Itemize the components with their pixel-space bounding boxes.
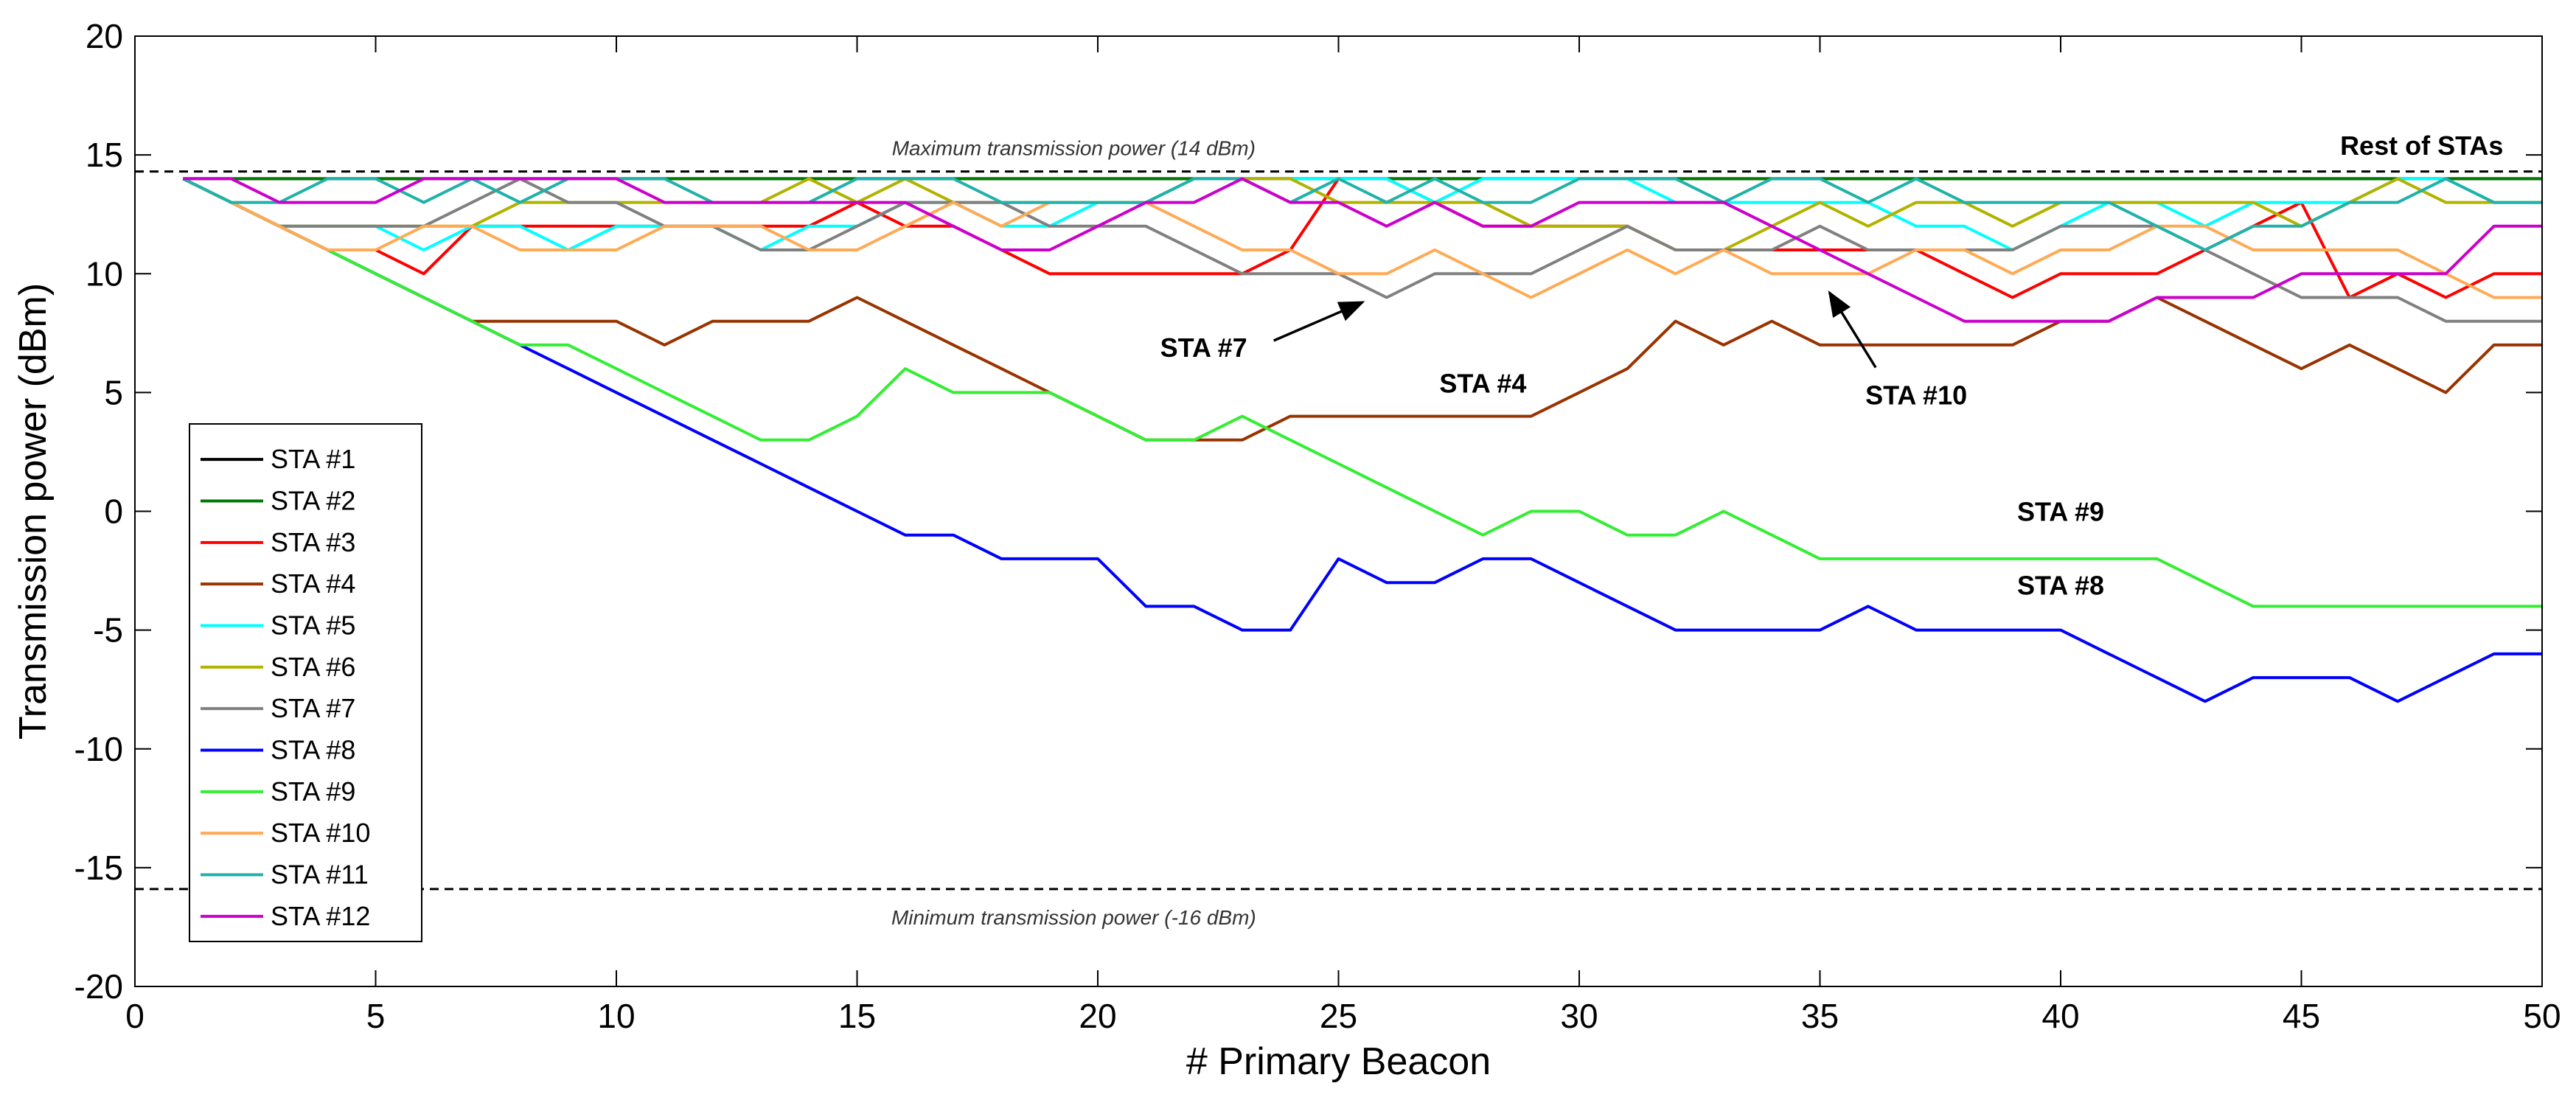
series-line-sta-7 <box>182 177 2542 323</box>
legend-label-sta-1: STA #1 <box>271 444 355 474</box>
reference-lines: Maximum transmission power (14 dBm) Minim… <box>135 137 2542 929</box>
series-line-sta-9 <box>182 177 2542 608</box>
series-lines <box>182 177 2542 703</box>
x-tick-label: 20 <box>1079 997 1116 1035</box>
legend-label-sta-8: STA #8 <box>271 735 355 765</box>
annotation-rest-of-stas: Rest of STAs <box>2340 130 2503 161</box>
y-tick-label: -5 <box>93 611 123 650</box>
y-tick-label: 15 <box>86 136 123 174</box>
x-tick-label: 50 <box>2523 997 2561 1035</box>
legend-label-sta-11: STA #11 <box>271 860 369 890</box>
legend-label-sta-7: STA #7 <box>271 693 355 723</box>
y-tick-label: -15 <box>74 849 123 887</box>
legend-label-sta-12: STA #12 <box>271 901 370 931</box>
y-tick-label: -20 <box>74 967 123 1006</box>
x-tick-label: 25 <box>1320 997 1357 1035</box>
y-tick-label: -10 <box>74 730 123 768</box>
x-tick-label: 40 <box>2041 997 2079 1035</box>
x-tick-label: 30 <box>1560 997 1598 1035</box>
legend-label-sta-3: STA #3 <box>271 527 355 557</box>
annotation-arrow-sta-7 <box>1273 301 1365 342</box>
series-line-sta-12 <box>183 177 2542 323</box>
min-power-label: Minimum transmission power (-16 dBm) <box>891 906 1256 929</box>
series-line-sta-3 <box>182 177 2542 299</box>
legend-label-sta-10: STA #10 <box>271 818 370 848</box>
y-tick-label: 20 <box>86 17 123 55</box>
annotation-sta-10: STA #10 <box>1865 380 1967 410</box>
annotation-sta-4: STA #4 <box>1439 368 1526 398</box>
x-tick-label: 5 <box>366 997 386 1035</box>
annotation-sta-8: STA #8 <box>2017 570 2104 600</box>
legend-label-sta-2: STA #2 <box>271 486 355 516</box>
x-tick-label: 45 <box>2283 997 2320 1035</box>
y-axis-label: Transmission power (dBm) <box>12 283 55 739</box>
legend-label-sta-6: STA #6 <box>271 652 355 682</box>
series-line-sta-10 <box>182 177 2542 299</box>
series-line-sta-8 <box>182 177 2542 703</box>
annotation-arrow-sta-10 <box>1828 290 1877 369</box>
axis-ticks: 0 5 10 15 20 25 30 35 40 45 50 -20 -15 -10 -5 0 5 10 15 20 <box>74 17 2561 1035</box>
legend-label-sta-9: STA #9 <box>271 776 355 807</box>
y-tick-label: 5 <box>104 373 123 411</box>
max-power-label: Maximum transmission power (14 dBm) <box>892 137 1256 160</box>
legend: STA #1 STA #2 STA #3 STA #4 STA #5 STA #6 STA … <box>189 423 422 942</box>
legend-box <box>189 423 422 942</box>
legend-label-sta-5: STA #5 <box>271 610 355 641</box>
annotations: Rest of STAs STA #7 STA #4 STA #10 STA #9 STA… <box>1160 130 2504 600</box>
plot-area-frame <box>134 35 2543 987</box>
x-tick-label: 0 <box>125 997 145 1035</box>
x-tick-label: 10 <box>597 997 635 1035</box>
x-axis-label: # Primary Beacon <box>1186 1040 1491 1083</box>
y-tick-label: 0 <box>104 492 123 531</box>
annotation-sta-9: STA #9 <box>2017 496 2104 526</box>
annotation-sta-7: STA #7 <box>1160 333 1247 363</box>
legend-label-sta-4: STA #4 <box>271 568 355 599</box>
x-tick-label: 15 <box>838 997 876 1035</box>
x-tick-label: 35 <box>1801 997 1839 1035</box>
y-tick-label: 10 <box>86 254 123 293</box>
